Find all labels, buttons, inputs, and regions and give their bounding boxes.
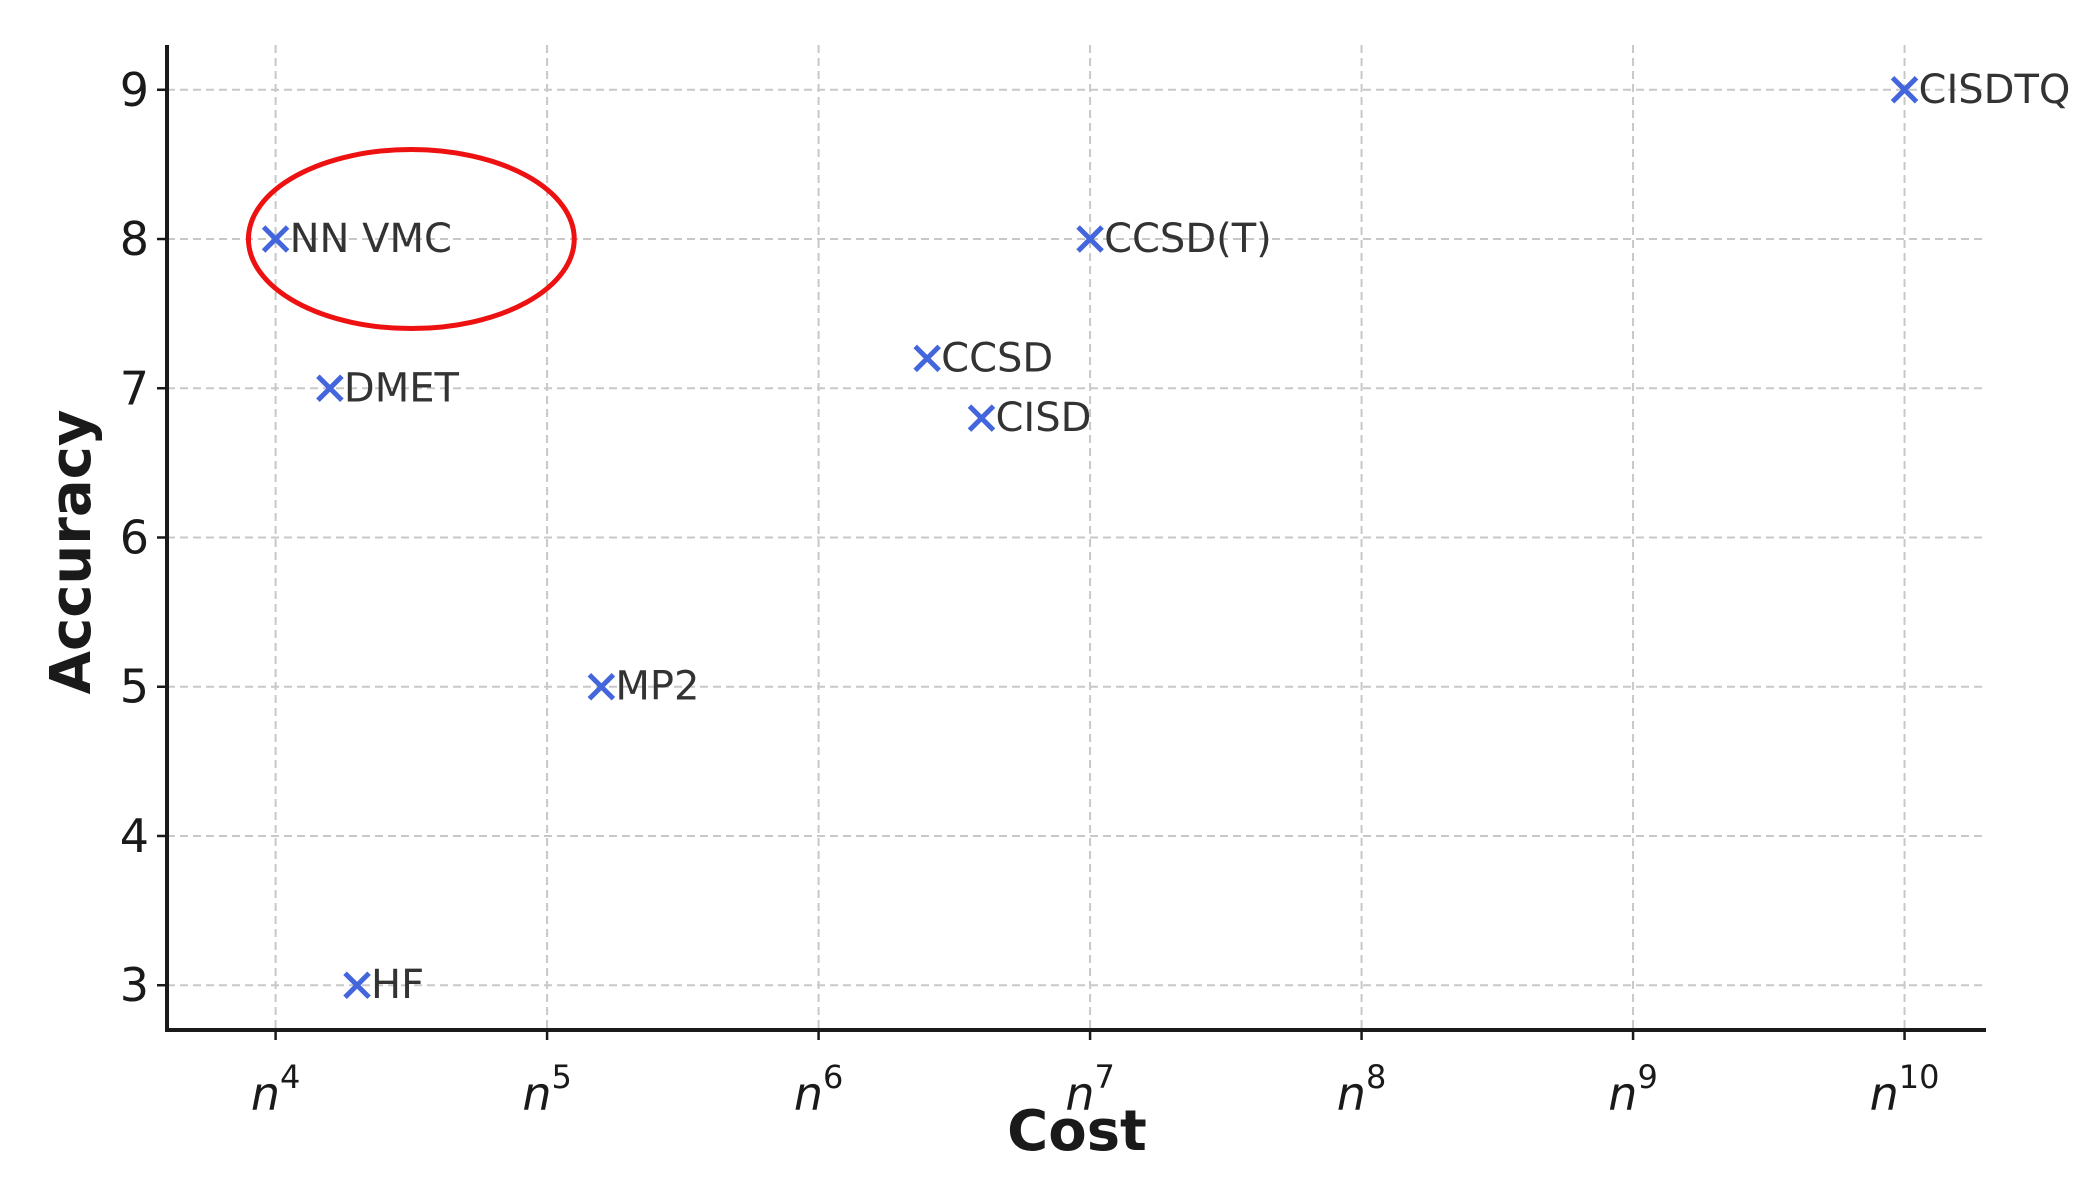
x-tick-label: n8 [1337, 1058, 1387, 1121]
x-marker [316, 374, 344, 403]
y-tick-label: 6 [120, 511, 149, 565]
data-point: MP2 [587, 664, 699, 710]
y-tick-label: 8 [120, 212, 149, 266]
y-tick-label: 4 [120, 809, 149, 863]
x-tick-base: n [1608, 1067, 1637, 1121]
x-tick-base: n [522, 1067, 551, 1121]
x-tick-base: n [1065, 1067, 1094, 1121]
x-tick-label: n10 [1870, 1058, 1940, 1121]
x-marker [967, 404, 996, 432]
x-tick-label: n6 [794, 1058, 844, 1121]
y-tick-label: 9 [120, 63, 149, 117]
y-axis-title: Accuracy [39, 410, 104, 695]
x-tick-exponent: 6 [823, 1058, 843, 1096]
data-point: CCSD [913, 335, 1053, 381]
x-tick-exponent: 7 [1094, 1058, 1114, 1096]
x-axis-title: Cost [1007, 1099, 1147, 1164]
axes [157, 45, 1986, 1040]
x-tick-label: n7 [1065, 1058, 1115, 1121]
x-tick-exponent: 5 [551, 1058, 571, 1096]
x-tick-base: n [794, 1067, 823, 1121]
data-point-label: CISDTQ [1919, 67, 2071, 113]
data-point: NN VMC [261, 216, 452, 262]
data-point-label: DMET [344, 365, 460, 411]
highlight-layer [245, 146, 577, 332]
x-tick-exponent: 4 [280, 1058, 300, 1096]
data-point: DMET [316, 365, 460, 411]
data-points: NN VMC DMET HF MP2 CCSD CISD CCSD(T) CISDTQ [261, 67, 2071, 1008]
data-point: CISD [967, 395, 1091, 441]
data-point: CISDTQ [1890, 67, 2071, 113]
x-marker [261, 225, 290, 253]
data-point-label: NN VMC [290, 216, 452, 262]
highlight-ellipse [245, 146, 577, 332]
data-point: CCSD(T) [1076, 216, 1272, 262]
x-tick-base: n [251, 1067, 280, 1121]
y-tick-label: 5 [120, 660, 149, 714]
x-tick-label: n5 [522, 1058, 572, 1121]
grid [167, 45, 1986, 1030]
x-tick-exponent: 8 [1366, 1058, 1386, 1096]
data-point-label: CISD [995, 395, 1091, 441]
x-marker [913, 344, 941, 373]
y-tick-label: 3 [120, 958, 149, 1012]
x-tick-base: n [1337, 1067, 1366, 1121]
data-point-label: HF [371, 962, 424, 1008]
x-marker [1076, 225, 1104, 253]
data-point-label: MP2 [615, 664, 699, 710]
data-point-label: CCSD(T) [1104, 216, 1272, 262]
x-tick-exponent: 10 [1899, 1058, 1940, 1096]
y-tick-label: 7 [120, 361, 149, 415]
x-marker [587, 672, 616, 701]
x-tick-exponent: 9 [1637, 1058, 1657, 1096]
x-tick-base: n [1870, 1067, 1899, 1121]
x-tick-label: n9 [1608, 1058, 1658, 1121]
x-marker [343, 971, 371, 999]
data-point-label: CCSD [941, 335, 1053, 381]
data-point: HF [343, 962, 424, 1008]
x-tick-label: n4 [251, 1058, 301, 1121]
x-marker [1890, 76, 1919, 104]
